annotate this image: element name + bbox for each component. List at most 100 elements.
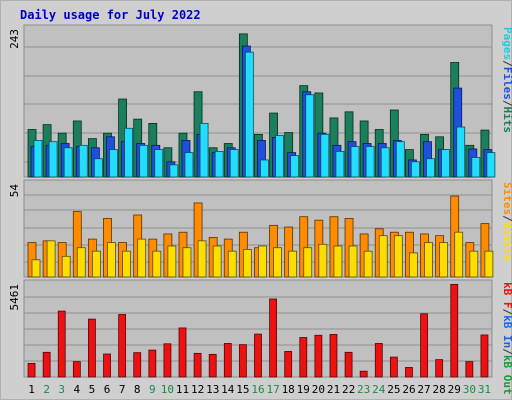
legend-entry: / [501,348,512,355]
x-tick-label: 10 [161,383,174,396]
x-tick-label: 14 [221,383,235,396]
bar-hits-pages-day-11 [184,152,194,178]
bar-kb-kb-f-day-18 [284,351,293,378]
bar-kb-kb-f-day-22 [344,351,353,378]
bar-kb-kb-f-day-1 [27,362,36,378]
bar-sites-visits-day-30 [469,250,479,278]
bar-sites-visits-day-15 [242,249,252,278]
bar-kb-kb-f-day-2 [42,351,51,378]
bar-hits-pages-day-8 [139,144,149,178]
bar-sites-visits-day-12 [197,240,207,278]
bar-hits-pages-day-12 [199,123,209,178]
bar-sites-visits-day-9 [152,250,162,278]
legend-entry: / [501,60,512,67]
bar-sites-visits-day-16 [258,245,267,278]
bar-sites-visits-day-28 [439,242,449,278]
x-tick-label: 1 [28,383,35,396]
bar-sites-visits-day-19 [303,247,313,278]
x-tick-label: 6 [104,383,111,396]
bar-sites-visits-day-14 [227,250,237,278]
bar-kb-kb-f-day-5 [88,318,96,378]
bar-kb-kb-f-day-23 [359,370,368,378]
legend-entry: kB In [501,315,512,348]
x-tick-label: 2 [43,383,50,396]
panel-sites-max-label: 54 [8,184,21,198]
bar-sites-visits-day-21 [333,245,343,278]
bar-sites-visits-day-17 [273,247,282,278]
legend-entry: kB F [501,282,512,309]
x-tick-label: 23 [357,383,370,396]
bar-sites-visits-day-1 [31,259,41,278]
legend-entry: Files [501,67,512,100]
bar-hits-pages-day-26 [411,161,420,178]
x-tick-label: 8 [134,383,141,396]
bar-hits-pages-day-10 [169,164,179,178]
legend-entry: / [501,215,512,222]
bar-hits-pages-day-3 [63,147,73,178]
bar-kb-kb-f-day-20 [314,334,323,378]
x-tick-label: 7 [119,383,126,396]
bar-sites-visits-day-22 [348,245,358,278]
bar-sites-visits-day-6 [107,242,116,278]
bar-kb-kb-f-day-10 [163,343,172,378]
x-tick-label: 21 [327,383,340,396]
bar-sites-visits-day-2 [46,240,56,278]
bar-hits-pages-day-22 [350,146,360,178]
bar-sites-visits-day-27 [424,242,433,278]
bar-sites-visits-day-7 [122,250,131,278]
x-tick-label: 27 [417,383,430,396]
bar-hits-pages-day-24 [380,147,390,178]
bar-hits-pages-day-25 [395,141,405,178]
bar-hits-pages-day-31 [486,152,496,178]
bar-kb-kb-f-day-11 [178,327,187,378]
x-tick-label: 15 [236,383,249,396]
bar-kb-kb-f-day-19 [299,337,308,378]
x-tick-label: 31 [478,383,491,396]
x-tick-label: 12 [191,383,204,396]
x-tick-label: 3 [58,383,65,396]
bar-hits-pages-day-16 [260,159,269,178]
bar-hits-pages-day-2 [48,141,58,178]
bar-sites-visits-day-31 [484,250,494,278]
bar-sites-visits-day-29 [454,231,464,278]
x-tick-label: 22 [342,383,355,396]
panel-hits-legend: Pages/Files/Hits [501,27,512,133]
x-tick-label: 13 [206,383,219,396]
bar-hits-pages-day-28 [441,149,451,178]
x-tick-label: 5 [89,383,96,396]
bar-sites-visits-day-24 [378,235,388,278]
bar-kb-kb-f-day-4 [72,361,81,378]
bar-kb-kb-f-day-3 [57,310,66,378]
bar-kb-kb-f-day-8 [133,352,142,378]
bar-kb-kb-f-day-13 [208,353,217,378]
x-tick-label: 30 [463,383,476,396]
bar-hits-pages-day-21 [335,151,345,178]
bar-kb-kb-f-day-6 [103,353,111,378]
panel-sites-legend: Sites/Visits [501,182,512,262]
legend-entry: kB Out [501,355,512,395]
panel-kb-max-label: 5461 [8,284,21,311]
bar-hits-pages-day-30 [471,157,481,178]
bar-sites-visits-day-13 [212,245,222,278]
bar-hits-pages-day-20 [320,133,330,178]
bar-kb-kb-f-day-31 [480,334,489,378]
x-tick-label: 18 [282,383,295,396]
x-tick-label: 26 [402,383,415,396]
legend-entry: Hits [501,107,512,134]
x-tick-label: 25 [387,383,400,396]
bar-sites-visits-day-5 [91,250,101,278]
legend-entry: Sites [501,182,512,215]
x-tick-label: 4 [74,383,81,396]
bar-kb-kb-f-day-27 [420,313,428,378]
bar-kb-kb-f-day-28 [435,359,444,378]
bar-sites-visits-day-18 [288,250,298,278]
bar-kb-kb-f-day-25 [389,356,398,378]
x-tick-label: 19 [297,383,310,396]
bar-sites-visits-day-20 [318,243,328,278]
bar-sites-visits-day-3 [61,255,71,278]
bar-hits-pages-day-9 [154,149,164,178]
bar-sites-visits-day-23 [363,250,373,278]
bar-sites-visits-day-11 [182,247,192,278]
bar-hits-pages-day-18 [290,155,300,178]
